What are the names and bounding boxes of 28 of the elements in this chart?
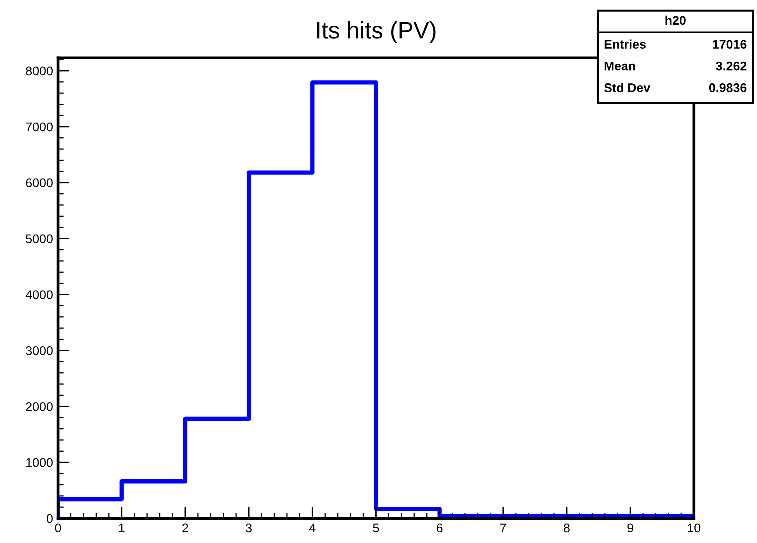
text: Entries	[604, 40, 646, 49]
x-tick-label: 6	[436, 524, 443, 533]
x-tick-label: 7	[500, 524, 506, 532]
x-tick-label: 4	[309, 524, 316, 532]
chart-title: Its hits (PV)	[317, 22, 436, 44]
x-tick-label: 5	[373, 524, 380, 533]
x-tick-label: 9	[628, 524, 634, 533]
x-tick-label: 0	[55, 524, 62, 533]
text: 17016	[713, 40, 747, 49]
text: 0.9836	[709, 84, 747, 92]
x-tick-label: 3	[246, 524, 252, 533]
text: h20	[666, 16, 686, 26]
y-tick-label: 1000	[26, 458, 53, 468]
text: 3.262	[716, 62, 747, 71]
x-tick-label: 10	[688, 524, 701, 533]
y-tick-label: 4000	[26, 290, 53, 300]
annotation: Mean	[604, 62, 636, 71]
y-tick-label: 8000	[26, 66, 53, 76]
y-tick-label: 2000	[26, 402, 53, 412]
y-tick-label: 6000	[26, 178, 53, 188]
y-tick-label: 7000	[26, 122, 53, 132]
x-tick-label: 1	[119, 524, 125, 532]
annotation: Std Dev	[604, 83, 651, 92]
y-tick-label: 5000	[26, 234, 53, 244]
y-tick-label: 3000	[26, 346, 53, 356]
x-tick-label: 2	[182, 524, 188, 532]
y-tick-label: 0	[46, 514, 53, 524]
x-tick-label: 8	[564, 524, 570, 533]
